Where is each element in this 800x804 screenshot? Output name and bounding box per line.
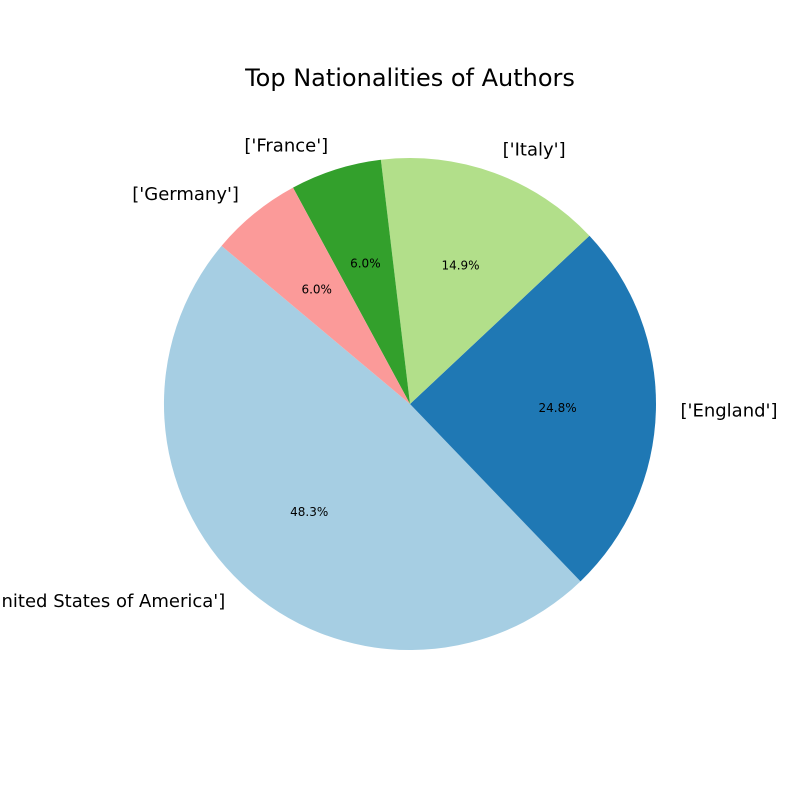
slice-label-germany: ['Germany'] xyxy=(132,184,239,205)
pct-label-england: 24.8% xyxy=(538,401,576,415)
pct-label-france: 6.0% xyxy=(350,256,381,270)
pie-slice-united-states-of-america xyxy=(163,245,581,651)
pie-slice-england xyxy=(410,235,656,582)
pct-label-germany: 6.0% xyxy=(301,283,332,297)
pie-slices xyxy=(163,158,656,651)
pie-slice-italy xyxy=(380,158,590,404)
pie-slice-france xyxy=(293,159,410,404)
slice-label-france: ['France'] xyxy=(244,136,328,157)
slice-label-united-states-of-america: ['United States of America'] xyxy=(0,591,225,612)
pct-label-italy: 14.9% xyxy=(441,258,479,272)
pie-slice-germany xyxy=(221,187,410,404)
slice-label-italy: ['Italy'] xyxy=(503,139,566,160)
pct-label-united-states-of-america: 48.3% xyxy=(290,505,328,519)
slice-label-england: ['England'] xyxy=(681,400,778,421)
slice-labels: ['United States of America'] ['England'] [… xyxy=(0,136,778,613)
chart-title: Top Nationalities of Authors xyxy=(244,64,575,92)
percent-labels: 48.3% 24.8% 14.9% 6.0% 6.0% xyxy=(290,256,576,519)
